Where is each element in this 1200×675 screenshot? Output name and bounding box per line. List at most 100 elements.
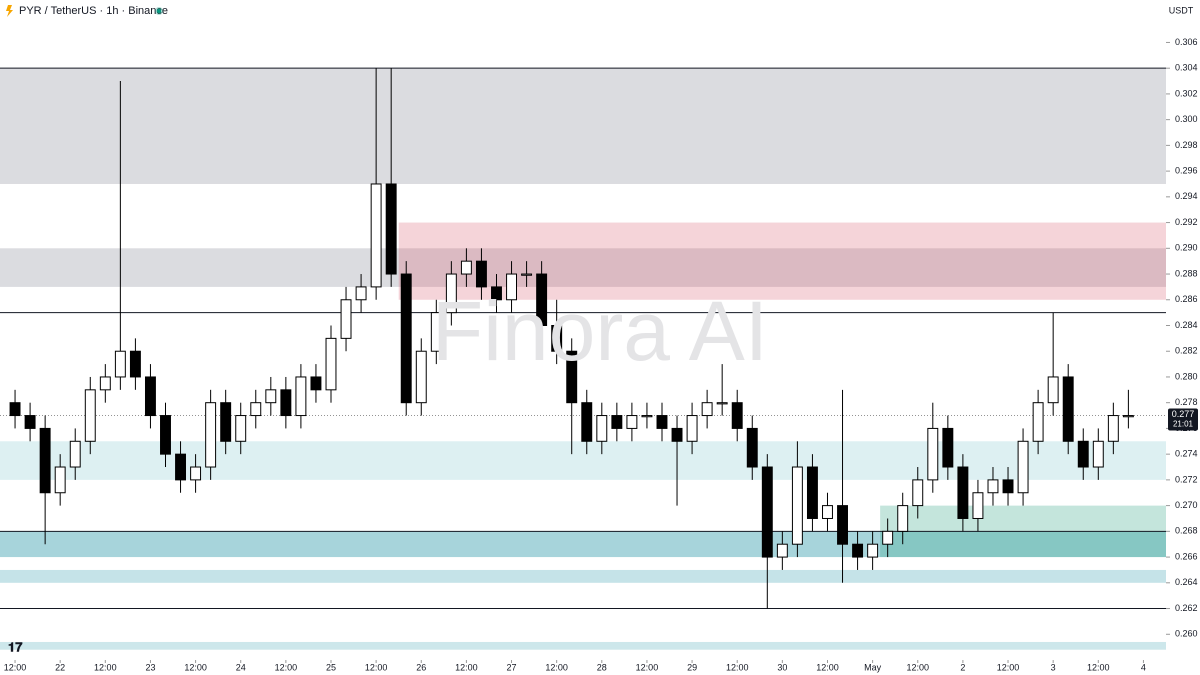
candle-body: [9, 402, 21, 417]
candle-body: [370, 183, 382, 288]
y-tick-label: 0.300: [1175, 114, 1198, 124]
candle-body: [806, 466, 818, 519]
candle-body: [220, 402, 232, 442]
candle-body: [942, 427, 954, 468]
zone: [0, 248, 1166, 287]
candle-body: [385, 183, 397, 275]
y-tick-label: 0.278: [1175, 397, 1198, 407]
candle-body: [1017, 440, 1029, 494]
candle-body: [882, 530, 894, 545]
x-tick-label: 3: [1051, 662, 1056, 672]
y-tick-label: 0.298: [1175, 140, 1198, 150]
y-tick-label: 0.284: [1175, 320, 1198, 330]
price-badge-label: 0.277: [1172, 409, 1195, 419]
candle-body: [656, 415, 668, 429]
candle-body: [972, 492, 984, 519]
candle-body: [746, 427, 758, 468]
candle-body: [445, 273, 457, 314]
y-tick-label: 0.288: [1175, 268, 1198, 278]
chart-title: PYR / TetherUS · 1h · Binance: [19, 5, 168, 17]
candle-body: [626, 415, 638, 429]
candle-body: [205, 402, 217, 468]
candle-body: [987, 479, 999, 494]
candle-body: [686, 415, 698, 442]
candle-body: [551, 324, 563, 352]
candle-body: [506, 273, 518, 301]
candle-body: [716, 402, 728, 405]
x-tick-label: 12:00: [997, 662, 1020, 672]
candle-body: [340, 299, 352, 339]
x-tick-label: 12:00: [94, 662, 117, 672]
x-tick-label: 12:00: [906, 662, 929, 672]
y-tick-label: 0.286: [1175, 294, 1198, 304]
x-tick-label: 12:00: [275, 662, 298, 672]
x-tick-label: 12:00: [1087, 662, 1110, 672]
x-tick-label: 25: [326, 662, 336, 672]
candle-body: [1092, 440, 1104, 468]
candle-body: [912, 479, 924, 507]
candle-body: [175, 453, 187, 481]
zone: [0, 68, 1166, 184]
x-tick-label: 12:00: [4, 662, 27, 672]
candle-body: [776, 543, 788, 558]
candle-body: [521, 273, 533, 276]
candle-body: [596, 415, 608, 442]
candle-body: [160, 415, 171, 455]
x-tick-label: 29: [687, 662, 697, 672]
candle-body: [1062, 376, 1074, 442]
x-tick-label: 12:00: [726, 662, 749, 672]
candle-body: [1077, 440, 1089, 468]
candle-body: [927, 427, 939, 481]
y-tick-label: 0.306: [1175, 37, 1198, 47]
candle-body: [114, 350, 126, 378]
x-tick-label: 12:00: [816, 662, 839, 672]
zone: [0, 569, 1166, 583]
candle-body: [536, 273, 548, 326]
countdown-label: 21:01: [1173, 420, 1194, 429]
candle-body: [791, 466, 803, 545]
x-tick-label: 24: [236, 662, 246, 672]
candle-body: [566, 350, 578, 404]
candle-body: [852, 543, 864, 558]
candle-body: [1107, 415, 1119, 442]
candle-body: [310, 376, 322, 391]
candle-body: [325, 337, 337, 391]
candle-body: [355, 286, 367, 301]
y-tick-label: 0.280: [1175, 371, 1198, 381]
x-tick-label: 22: [55, 662, 65, 672]
x-tick-label: 12:00: [455, 662, 478, 672]
y-tick-label: 0.270: [1175, 500, 1198, 510]
y-tick-label: 0.274: [1175, 449, 1198, 459]
x-tick-label: 26: [416, 662, 426, 672]
x-tick-label: 2: [960, 662, 965, 672]
candle-body: [69, 440, 81, 468]
candle-body: [897, 505, 909, 532]
candle-body: [957, 466, 969, 519]
x-tick-label: 27: [507, 662, 517, 672]
x-tick-label: 23: [145, 662, 155, 672]
zone: [0, 641, 1166, 650]
y-tick-label: 0.264: [1175, 577, 1198, 587]
candle-body: [24, 415, 36, 429]
candle-body: [144, 376, 156, 417]
y-tick-label: 0.296: [1175, 165, 1198, 175]
zone: [0, 441, 1166, 480]
candle-body: [39, 427, 51, 494]
candle-body: [867, 543, 879, 558]
candle-body: [837, 505, 848, 545]
x-tick-label: 28: [597, 662, 607, 672]
candle-body: [415, 350, 427, 404]
candle-body: [280, 389, 292, 417]
candle-body: [1047, 376, 1059, 404]
candle-body: [1002, 479, 1014, 494]
candle-body: [761, 466, 773, 558]
y-tick-label: 0.290: [1175, 243, 1198, 253]
candle-body: [671, 427, 683, 442]
x-tick-label: 4: [1141, 662, 1146, 672]
y-tick-label: 0.272: [1175, 474, 1198, 484]
candle-body: [611, 415, 623, 429]
candle-body: [99, 376, 111, 391]
y-tick-label: 0.292: [1175, 217, 1198, 227]
x-tick-label: 12:00: [636, 662, 659, 672]
